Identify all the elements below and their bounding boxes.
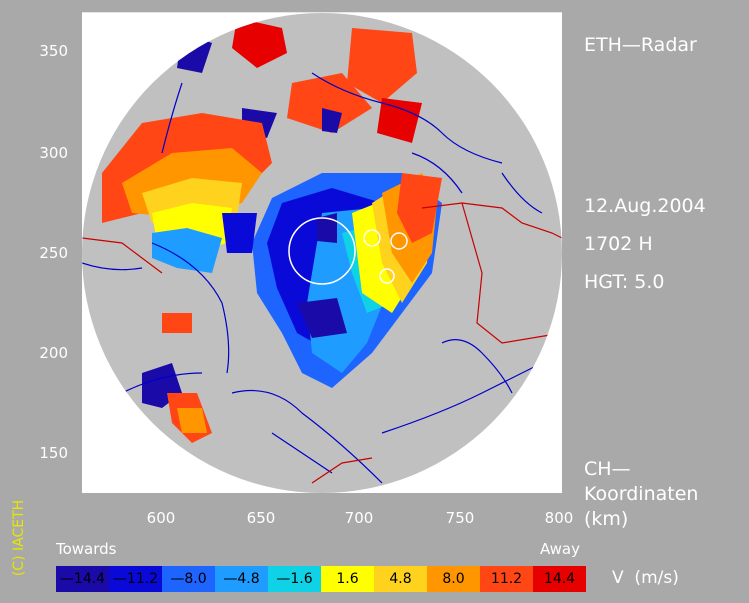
x-tick-label: 700 (344, 509, 374, 527)
borders (82, 202, 562, 484)
y-tick-label: 200 (39, 344, 68, 362)
legend-swatch: —14.4 (56, 566, 109, 592)
x-tick-label: 750 (445, 509, 475, 527)
legend-swatch: 1.6 (321, 566, 374, 592)
legend-swatch: —8.0 (162, 566, 215, 592)
legend-swatch: —11.2 (109, 566, 162, 592)
radar-map (82, 13, 562, 493)
coords-label-line1: CH— (584, 458, 631, 480)
western-echoes (102, 113, 272, 273)
central-storm (222, 173, 442, 388)
legend-swatch: 8.0 (427, 566, 480, 592)
coords-label-line2: Koordinaten (584, 483, 699, 505)
copyright-label: (C) IACETH (11, 499, 27, 577)
y-tick-label: 350 (39, 42, 68, 60)
legend-away-label: Away (540, 540, 580, 558)
x-tick-label: 650 (246, 509, 276, 527)
legend-swatch: —1.6 (268, 566, 321, 592)
southwest-echoes (142, 313, 212, 443)
mesocyclone-markers (288, 217, 408, 285)
radar-map-panel (82, 12, 562, 493)
legend-swatch: 11.2 (480, 566, 533, 592)
time-label: 1702 H (584, 233, 653, 255)
date-label: 12.Aug.2004 (584, 195, 706, 217)
velocity-legend: —14.4 —11.2 —8.0 —4.8 —1.6 1.6 4.8 8.0 11.2 14.4 (56, 566, 586, 592)
coords-label-line3: (km) (584, 508, 629, 530)
x-tick-label: 600 (146, 509, 176, 527)
legend-swatch: —4.8 (215, 566, 268, 592)
y-tick-label: 250 (39, 244, 68, 262)
y-tick-label: 150 (39, 444, 68, 462)
legend-swatch: 14.4 (533, 566, 586, 592)
y-tick-label: 300 (39, 144, 68, 162)
legend-towards-label: Towards (56, 540, 117, 558)
legend-swatch: 4.8 (374, 566, 427, 592)
height-label: HGT: 5.0 (584, 271, 665, 293)
radar-title: ETH—Radar (584, 34, 697, 56)
x-tick-label: 800 (544, 509, 574, 527)
legend-units-label: V (m/s) (612, 568, 679, 588)
